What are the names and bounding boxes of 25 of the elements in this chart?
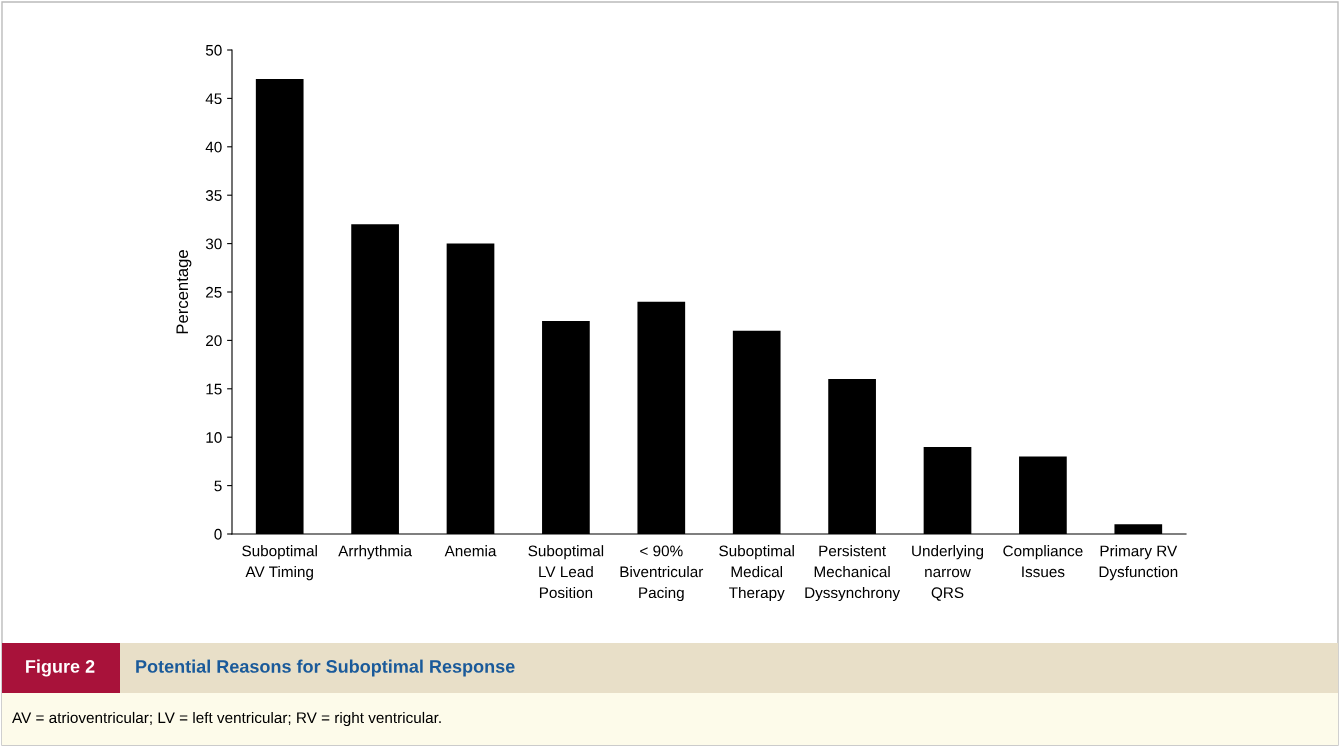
x-tick-label: Suboptimal Medical Therapy [719, 545, 794, 602]
x-tick-label: Underlying narrow QRS [912, 545, 984, 601]
y-tick-label: 0 [214, 528, 222, 540]
y-tick-label: 20 [206, 335, 222, 347]
x-tick-label: Compliance Issues [1003, 545, 1083, 578]
x-tick-label: Persistent Mechanical Dyssynchrony [805, 545, 901, 602]
text: Potential Reasons for Suboptimal Response [136, 659, 515, 677]
text: Figure 2 [26, 659, 95, 677]
y-tick-label: 35 [205, 190, 222, 201]
y-tick-label: 25 [206, 286, 222, 298]
x-tick-label: Suboptimal LV Lead Position [528, 545, 604, 599]
y-axis-title: Percentage [176, 250, 192, 334]
x-tick-label: Arrhythmia [338, 545, 413, 560]
x-tick-label: Primary RV Dysfunction [1099, 545, 1178, 581]
y-tick-label: 40 [205, 141, 222, 153]
text: AV = atrioventricular; LV = left ventricular; RV = right ventricular. [12, 711, 441, 727]
y-tick-label: 30 [205, 238, 222, 250]
y-tick-label: 45 [205, 93, 222, 105]
x-tick-label: Anemia [444, 545, 497, 557]
x-tick-label: < 90% Biventricular Pacing [620, 545, 704, 602]
y-tick-label: 15 [206, 383, 222, 395]
y-tick-label: 50 [205, 44, 222, 56]
y-tick-label: 5 [214, 480, 222, 492]
x-tick-label: Suboptimal AV Timing [242, 545, 317, 581]
y-tick-label: 10 [206, 432, 222, 443]
